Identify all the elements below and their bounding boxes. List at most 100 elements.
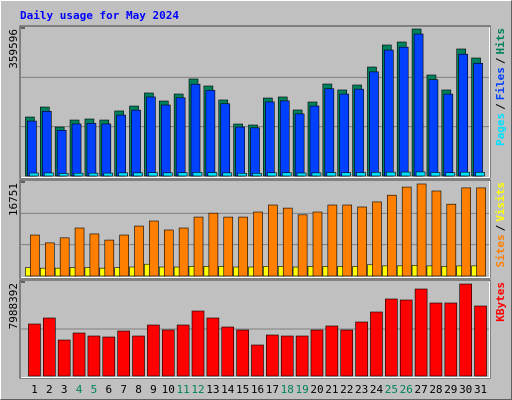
legend-entry: Sites xyxy=(494,234,507,267)
bar xyxy=(460,171,470,177)
bar xyxy=(324,88,335,177)
x-tick-label: 29 xyxy=(444,383,457,396)
bar xyxy=(265,101,275,177)
bar xyxy=(56,130,67,177)
bar xyxy=(458,53,468,177)
bar xyxy=(281,172,292,177)
bar xyxy=(459,283,472,377)
bar xyxy=(238,216,248,277)
bar xyxy=(399,299,413,377)
x-tick-label: 27 xyxy=(414,383,427,396)
bar xyxy=(177,172,188,177)
bar xyxy=(103,172,114,177)
bar xyxy=(131,109,141,177)
bar xyxy=(44,172,54,177)
bar xyxy=(223,216,234,277)
bar xyxy=(71,123,82,177)
bar xyxy=(118,172,128,177)
bar xyxy=(311,172,322,177)
legend-separator: / xyxy=(494,103,507,110)
legend-separator: / xyxy=(494,57,507,64)
x-tick-label: 14 xyxy=(221,383,235,396)
x-tick-label: 19 xyxy=(295,383,308,396)
bar xyxy=(446,203,457,277)
bar xyxy=(430,172,441,177)
bar xyxy=(72,332,86,377)
bar xyxy=(237,173,247,177)
bar xyxy=(190,83,201,177)
bar xyxy=(267,172,277,177)
bar xyxy=(220,103,231,177)
bar xyxy=(252,173,262,177)
bar xyxy=(414,288,428,377)
bar xyxy=(116,114,126,177)
bar xyxy=(30,234,40,277)
bar xyxy=(282,207,293,277)
bar xyxy=(162,172,173,177)
bar xyxy=(192,172,203,177)
legend-entry: KBytes xyxy=(494,282,507,322)
bar xyxy=(119,234,129,277)
chart-title: Daily usage for May 2024 xyxy=(20,9,179,22)
x-tick-label: 25 xyxy=(385,383,398,396)
bar xyxy=(370,311,383,377)
bar xyxy=(413,33,424,177)
bar xyxy=(385,298,398,377)
bar xyxy=(134,225,144,277)
bar xyxy=(428,79,439,177)
bar xyxy=(443,93,454,177)
bar xyxy=(206,317,220,377)
legend: Sites / Visits xyxy=(494,182,507,268)
bar xyxy=(474,305,487,377)
bar xyxy=(43,317,56,377)
x-tick-label: 31 xyxy=(474,383,487,396)
bar xyxy=(163,229,174,277)
bar xyxy=(415,171,426,177)
bar xyxy=(42,111,52,177)
bar xyxy=(416,183,427,277)
bar xyxy=(400,171,411,177)
bar xyxy=(57,339,71,377)
bar xyxy=(387,194,397,277)
bar xyxy=(29,172,39,177)
bar xyxy=(73,172,84,177)
bar xyxy=(475,172,485,177)
bar xyxy=(342,204,353,277)
bar xyxy=(251,344,264,377)
bar xyxy=(431,190,442,277)
bar xyxy=(384,49,394,177)
bar xyxy=(146,96,156,177)
x-tick-label: 2 xyxy=(46,383,53,396)
x-tick-label: 3 xyxy=(61,383,68,396)
x-tick-label: 21 xyxy=(325,383,338,396)
x-tick-label: 13 xyxy=(206,383,219,396)
y-tick-label: 7988392 xyxy=(7,283,20,329)
bar xyxy=(117,330,130,377)
bar xyxy=(309,105,320,177)
bar xyxy=(266,334,279,377)
panel-highlight xyxy=(21,27,490,178)
bar xyxy=(45,242,55,277)
bar xyxy=(59,237,70,277)
x-tick-label: 1 xyxy=(31,383,38,396)
bar xyxy=(147,324,160,377)
bar xyxy=(87,335,101,377)
x-tick-label: 8 xyxy=(135,383,142,396)
bar xyxy=(86,123,97,177)
x-tick-label: 9 xyxy=(150,383,157,396)
legend-separator: / xyxy=(494,224,507,231)
bar xyxy=(296,172,307,177)
bar xyxy=(148,172,158,177)
x-tick-label: 15 xyxy=(236,383,249,396)
bar xyxy=(236,329,249,377)
bar xyxy=(250,127,260,177)
bar xyxy=(356,172,366,177)
bar xyxy=(280,335,294,377)
bar xyxy=(339,93,350,177)
bar xyxy=(357,206,367,277)
bar xyxy=(221,326,235,377)
legend-entry: Hits xyxy=(494,28,507,55)
y-tick-label: 359596 xyxy=(7,29,20,69)
